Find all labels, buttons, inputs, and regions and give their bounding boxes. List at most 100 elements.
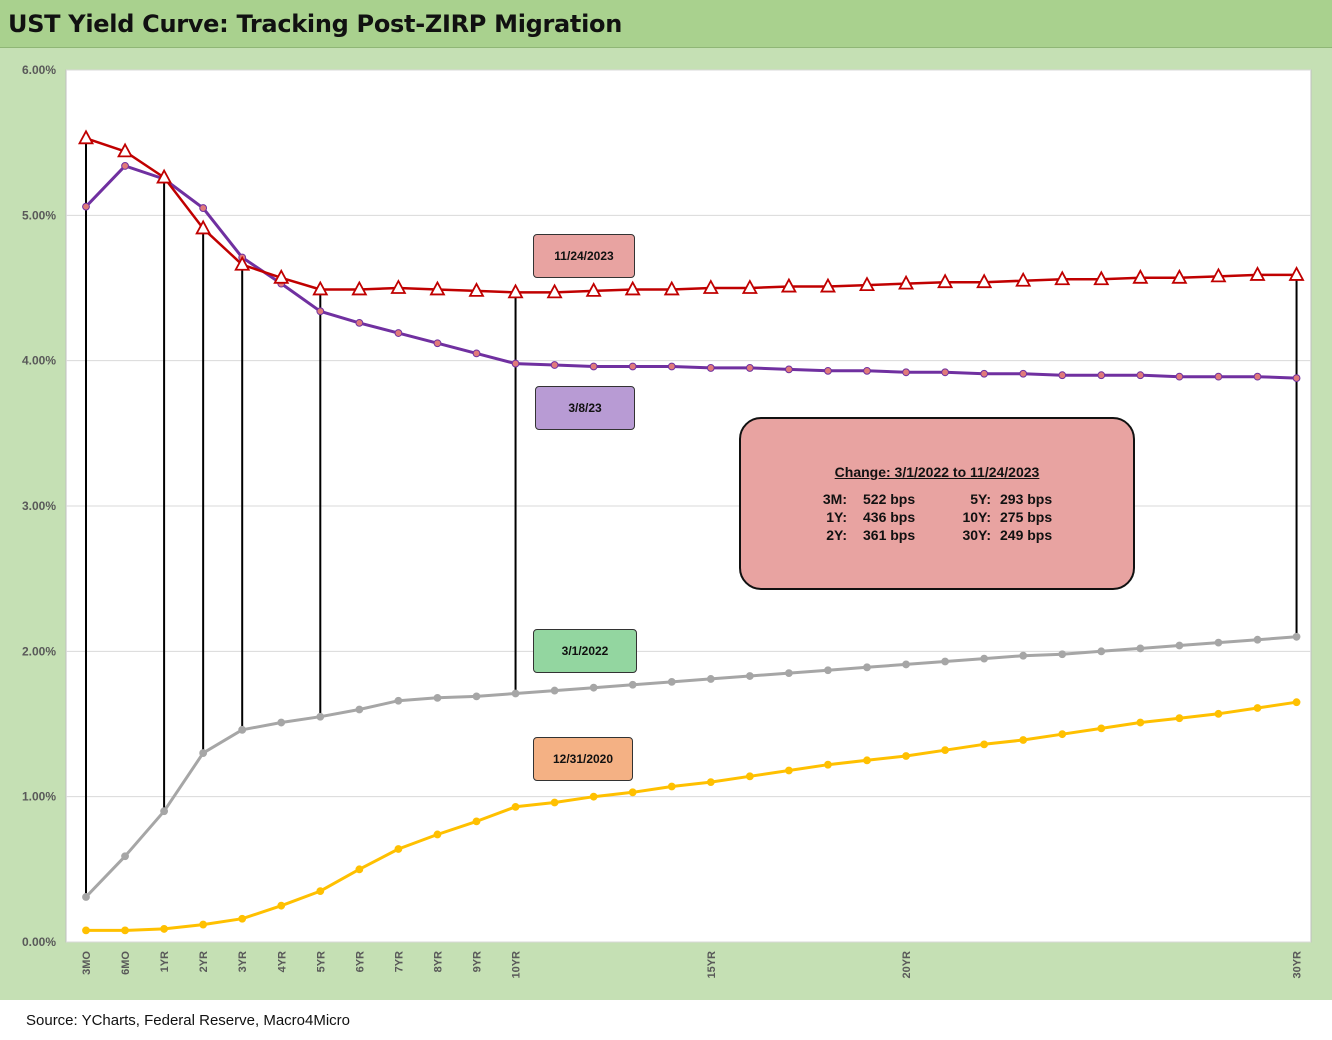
series-marker <box>511 359 520 368</box>
x-tick-label: 3MO <box>81 951 93 975</box>
x-tick-label: 3YR <box>237 951 249 972</box>
series-marker <box>316 887 325 896</box>
series-marker <box>663 280 680 296</box>
series-marker <box>667 782 676 791</box>
series-marker <box>1253 704 1262 712</box>
series-marker <box>472 692 481 701</box>
series-marker <box>1214 638 1223 647</box>
x-tick-label: 9YR <box>472 951 484 972</box>
change-label: 2Y: <box>826 527 847 543</box>
series-marker <box>1214 709 1223 718</box>
series-marker <box>1292 374 1301 383</box>
series-marker <box>1288 266 1305 281</box>
series-marker <box>667 677 676 686</box>
x-tick-label: 15YR <box>706 951 718 979</box>
series-marker <box>1249 266 1266 281</box>
series-marker <box>82 926 90 935</box>
series-marker <box>1136 718 1145 727</box>
series-marker <box>824 366 832 375</box>
series-marker <box>472 349 481 358</box>
series-marker <box>628 788 637 797</box>
y-tick-label: 5.00% <box>22 208 56 222</box>
series-marker <box>316 712 325 721</box>
series-marker <box>468 282 485 297</box>
label-11-24-2023: 11/24/2023 <box>533 234 635 278</box>
change-label: 10Y: <box>962 509 991 525</box>
series-marker <box>937 273 954 289</box>
x-tick-label: 20YR <box>901 951 913 979</box>
series-marker <box>433 830 442 839</box>
series-line <box>84 164 1297 380</box>
label-3-1-2022-text: 3/1/2022 <box>561 644 609 658</box>
series-marker <box>1058 730 1067 739</box>
series-marker <box>785 766 793 775</box>
series-marker <box>273 268 290 284</box>
series-marker <box>624 280 641 296</box>
series-marker <box>117 142 134 158</box>
series-marker <box>1093 270 1110 286</box>
series-marker <box>1253 635 1262 644</box>
y-tick-label: 0.00% <box>22 935 56 949</box>
series-marker <box>785 365 793 374</box>
x-tick-label: 8YR <box>432 951 444 972</box>
series-marker <box>1171 268 1188 284</box>
series-marker <box>1214 372 1223 381</box>
series-marker <box>121 162 129 170</box>
y-tick-label: 1.00% <box>22 790 56 804</box>
chart-title: UST Yield Curve: Tracking Post-ZIRP Migr… <box>8 10 623 38</box>
series-line <box>84 635 1297 898</box>
series-marker <box>351 280 368 296</box>
series-marker <box>1136 644 1145 653</box>
series-marker <box>160 925 169 933</box>
series-marker <box>706 364 715 372</box>
source-note: Source: YCharts, Federal Reserve, Macro4… <box>26 1012 351 1029</box>
change-value: 249 bps <box>1000 527 1053 543</box>
series-marker <box>902 660 910 669</box>
series-marker <box>628 362 637 371</box>
series-marker <box>780 277 797 293</box>
label-12-31-2020-text: 12/31/2020 <box>552 752 614 766</box>
series-marker <box>1019 369 1028 378</box>
x-tick-label: 6YR <box>354 951 366 972</box>
series-marker <box>980 654 989 663</box>
change-label: 30Y: <box>962 527 991 543</box>
series-marker <box>858 276 876 291</box>
change-label: 3M: <box>822 491 847 507</box>
change-row: 3M: 522 bps 5Y: 293 bps <box>741 491 1133 509</box>
series-marker <box>863 366 871 375</box>
series-marker <box>741 279 758 294</box>
series-marker <box>667 362 676 371</box>
series-marker <box>745 364 754 372</box>
series-marker <box>355 318 364 327</box>
series-marker <box>195 219 212 235</box>
series-marker <box>394 696 403 705</box>
series-marker <box>1253 372 1262 381</box>
change-summary-box: Change: 3/1/2022 to 11/24/2023 3M: 522 b… <box>739 417 1135 590</box>
series-marker <box>472 817 481 826</box>
series-marker <box>628 680 637 689</box>
series-marker <box>1058 371 1067 380</box>
series-line <box>85 137 1297 294</box>
series-marker <box>1292 632 1301 641</box>
series-marker <box>355 705 364 714</box>
series-marker <box>941 657 949 666</box>
change-summary-title: Change: 3/1/2022 to 11/24/2023 <box>834 464 1040 480</box>
series-marker <box>312 280 329 296</box>
change-value: 361 bps <box>863 527 916 543</box>
series-marker <box>316 307 325 316</box>
series-marker <box>511 689 520 698</box>
series-marker <box>824 666 832 675</box>
series-marker <box>1058 650 1067 659</box>
change-label: 5Y: <box>970 491 991 507</box>
series-marker <box>980 740 989 749</box>
series-marker <box>589 792 598 801</box>
change-value: 436 bps <box>863 509 916 525</box>
series-marker <box>238 725 247 734</box>
series-marker <box>706 778 715 787</box>
series-marker <box>1175 714 1184 723</box>
series-marker <box>156 168 173 184</box>
series-marker <box>550 686 559 695</box>
series-marker <box>394 845 403 853</box>
series-marker <box>82 202 90 211</box>
series-marker <box>390 279 407 294</box>
